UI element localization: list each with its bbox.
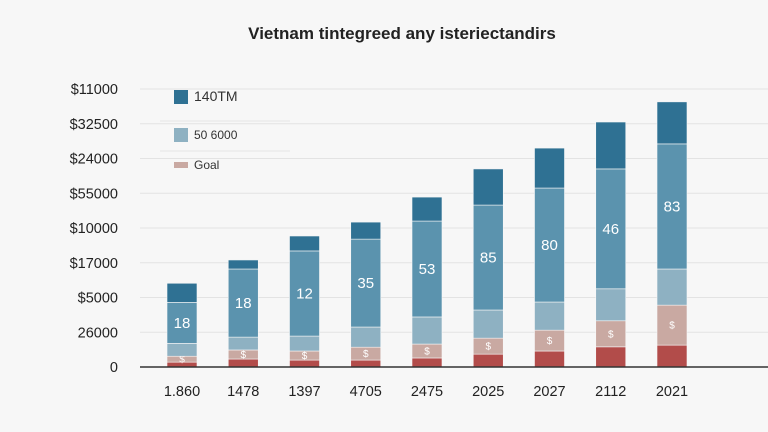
dollar-label: $ <box>485 342 491 353</box>
bar-segment <box>656 304 688 346</box>
bar-segment <box>656 101 688 145</box>
dollar-label: $ <box>608 329 614 340</box>
y-tick-label: $11000 <box>71 82 118 98</box>
bar-segment <box>227 268 259 338</box>
bar-segment <box>534 301 565 331</box>
x-tick-label: 2112 <box>595 384 626 400</box>
x-tick-label: 1.860 <box>164 384 200 400</box>
dollar-label: $ <box>669 321 675 332</box>
bar-segment <box>411 220 443 318</box>
bar-segment <box>534 350 565 368</box>
y-tick-label: $24000 <box>70 152 118 168</box>
y-tick-label: $5000 <box>78 291 118 307</box>
bar-segment <box>595 288 627 322</box>
dollar-label: $ <box>302 351 308 362</box>
bar-segment <box>595 346 627 368</box>
bar-segment <box>411 357 443 368</box>
bar-segment <box>166 343 198 357</box>
chart-title: Vietnam tintegreed any isteriectandirs <box>248 24 556 43</box>
dollar-label: $ <box>424 347 430 358</box>
y-tick-label: 0 <box>110 360 118 376</box>
x-tick-label: 4705 <box>350 384 382 400</box>
bar-segment <box>472 309 504 339</box>
bar-value-label: 46 <box>602 221 619 238</box>
bar-segment <box>289 235 320 252</box>
x-tick-label: 2475 <box>411 384 443 400</box>
bar-segment <box>227 259 259 270</box>
y-tick-label: $10000 <box>70 221 118 237</box>
bar-segment <box>411 196 443 222</box>
x-tick-label: 2021 <box>656 384 688 400</box>
bar-segment <box>595 121 627 170</box>
legend-label: 140TM <box>194 88 238 104</box>
y-tick-label: $32500 <box>70 117 118 133</box>
bar-segment <box>350 326 382 348</box>
bar-segment <box>656 143 688 270</box>
bar-segment <box>472 353 504 368</box>
legend-label: 50 6000 <box>194 128 238 142</box>
bar-value-label: 80 <box>541 237 558 254</box>
bar-segment <box>534 147 565 189</box>
y-axis-ticks: 0 26000 $5000 $17000 $10000 $55000 $24000 $3250… <box>70 82 118 376</box>
bar-value-label: 85 <box>480 250 497 267</box>
bar-segment <box>350 221 382 240</box>
bar-segment <box>166 282 198 303</box>
x-axis-ticks: 1.860 1478 1397 4705 2475 2025 2027 2112 2021 <box>164 384 688 400</box>
bar-segment <box>411 316 443 345</box>
x-tick-label: 2025 <box>472 384 504 400</box>
legend-label: Goal <box>194 158 219 172</box>
bar-segment <box>595 320 627 348</box>
bar-segment <box>227 336 259 351</box>
bar-value-label: 12 <box>296 286 313 303</box>
bar-segment <box>350 238 382 328</box>
bar-segment <box>289 250 320 337</box>
dollar-label: $ <box>179 355 185 366</box>
bars: $18 $18 $12 $35 $53 $85 $80 $46 $83 <box>166 101 688 368</box>
bar-segment <box>472 168 504 206</box>
legend-swatch <box>174 162 188 168</box>
y-tick-label: 26000 <box>78 325 118 341</box>
bar-value-label: 18 <box>174 315 191 332</box>
legend-swatch <box>174 90 188 104</box>
y-tick-label: $55000 <box>70 186 118 202</box>
bar-segment <box>472 204 504 311</box>
legend: 140TM 50 6000 Goal <box>160 88 290 172</box>
y-tick-label: $17000 <box>70 256 118 272</box>
x-tick-label: 2027 <box>533 384 565 400</box>
bar-segment <box>350 359 382 368</box>
bar-segment <box>595 168 627 290</box>
bar-value-label: 18 <box>235 295 252 312</box>
dollar-label: $ <box>547 336 553 347</box>
bar-value-label: 53 <box>419 261 436 278</box>
bar-segment <box>166 302 198 344</box>
bar-segment <box>656 268 688 306</box>
x-tick-label: 1397 <box>288 384 320 400</box>
bar-value-label: 83 <box>664 198 681 215</box>
dollar-label: $ <box>240 350 246 361</box>
bar-segment <box>289 335 320 352</box>
bar-value-label: 35 <box>357 275 374 292</box>
x-tick-label: 1478 <box>227 384 259 400</box>
bar-segment <box>656 344 688 368</box>
legend-swatch <box>174 128 188 142</box>
dollar-label: $ <box>363 349 369 360</box>
